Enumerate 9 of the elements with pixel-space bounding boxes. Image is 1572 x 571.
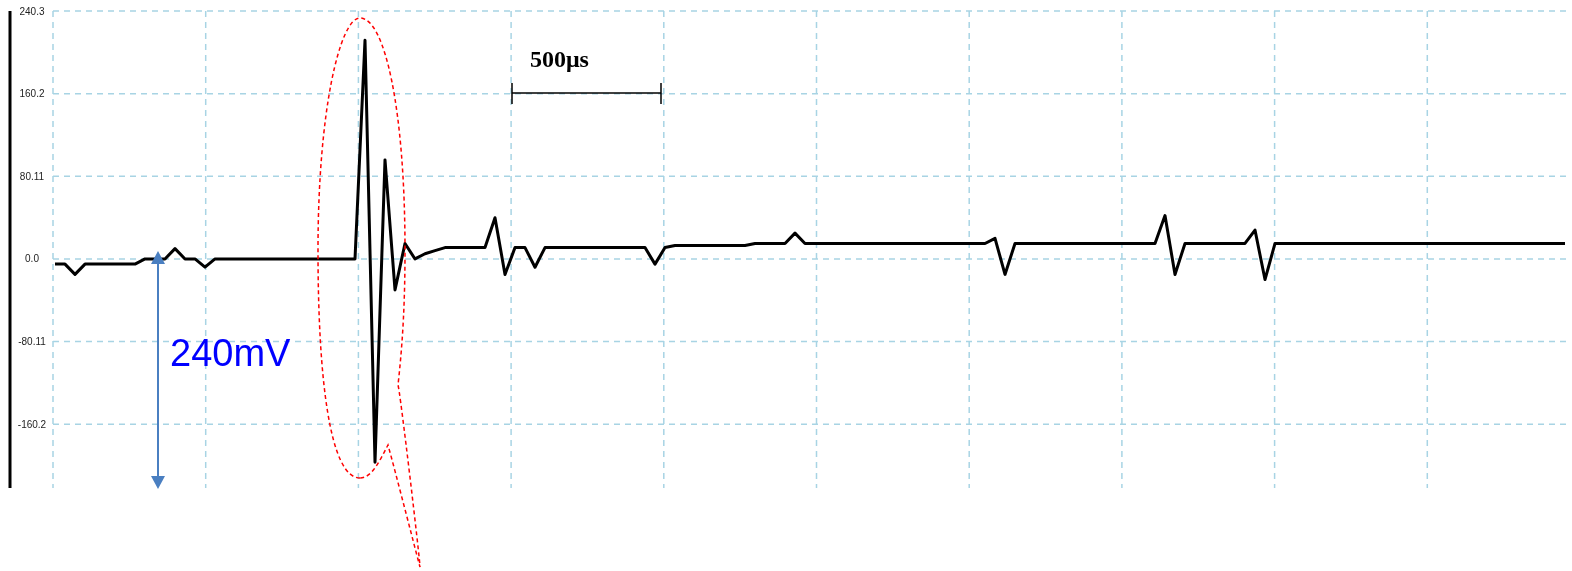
y-tick-label: 240.3 <box>19 5 45 17</box>
annotation: 240mV <box>170 332 292 374</box>
y-tick-label: 80.11 <box>19 170 45 182</box>
y-tick-label: 160.2 <box>19 88 45 100</box>
line-series <box>53 38 1567 464</box>
y-tick-label: -80.11 <box>18 336 47 348</box>
y-tick-label: 0.0 <box>25 253 40 265</box>
y-tick-label: -160.2 <box>17 418 47 430</box>
annotation: 500μs <box>530 46 589 72</box>
